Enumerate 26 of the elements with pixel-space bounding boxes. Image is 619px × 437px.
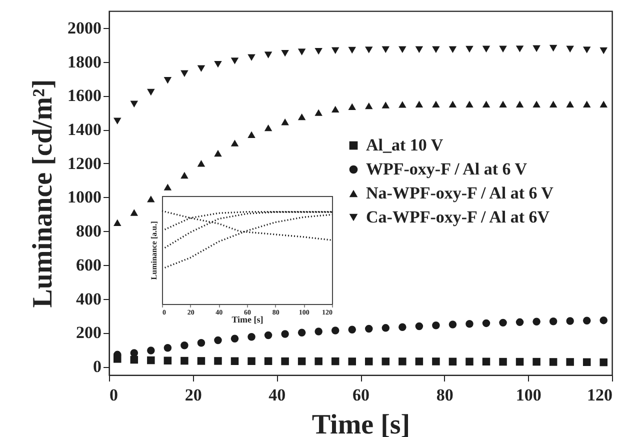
legend-label: Al_at 10 V <box>366 136 444 154</box>
y-axis-title: Luminance [a.u.] <box>150 220 158 280</box>
x-tick-label: 0 <box>110 386 118 404</box>
y-tick-label: 200 <box>76 323 102 342</box>
x-tick-label: 60 <box>352 386 370 404</box>
legend-label: Ca-WPF-oxy-F / Al at 6V <box>366 208 550 226</box>
y-tick-label: 1800 <box>68 52 102 72</box>
x-tick-label: 80 <box>436 386 454 404</box>
y-tick-label: 600 <box>76 255 102 274</box>
y-tick-label: 2000 <box>68 18 102 38</box>
y-tick-label: 1000 <box>68 188 102 207</box>
y-tick-label: 0 <box>93 357 102 376</box>
x-tick-label: 100 <box>516 386 542 404</box>
y-tick-label: 1200 <box>68 154 102 173</box>
y-tick-label: 1600 <box>68 86 102 106</box>
y-axis-title: Luminance [cd/m²] <box>28 79 58 308</box>
y-tick-label: 400 <box>76 289 102 308</box>
x-axis-title: Time [s] <box>312 410 410 437</box>
x-tick-label: 120 <box>587 386 612 404</box>
y-tick-label: 800 <box>76 222 102 241</box>
x-tick-label: 40 <box>268 386 286 404</box>
legend-label: Na-WPF-oxy-F / Al at 6 V <box>366 184 554 202</box>
y-tick-label: 1400 <box>68 120 102 140</box>
x-axis-title: Time [s] <box>232 314 264 324</box>
x-tick-label: 20 <box>184 386 202 404</box>
legend-label: WPF-oxy-F / Al at 6 V <box>366 160 528 178</box>
